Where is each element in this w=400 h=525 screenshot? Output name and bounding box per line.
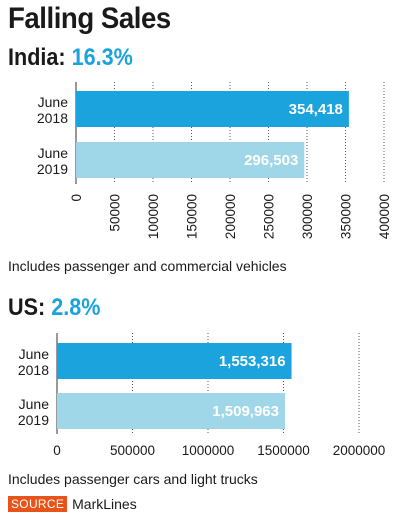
india-tick-label: 100000 — [146, 194, 161, 239]
india-tick-label: 0 — [69, 194, 84, 202]
india-tick-label: 200000 — [223, 194, 238, 239]
us-category-label: 2019 — [18, 412, 49, 428]
us-category-label: June — [19, 346, 50, 362]
india-panel-title: India: 16.3% — [8, 44, 133, 72]
page-title: Falling Sales — [8, 2, 171, 35]
india-tick-label: 150000 — [185, 194, 200, 239]
india-tick-label: 300000 — [300, 194, 315, 239]
india-category-label: June — [38, 145, 69, 161]
us-change-pct: 2.8% — [51, 294, 101, 321]
india-tick-label: 250000 — [262, 194, 277, 239]
india-change-pct: 16.3% — [71, 44, 133, 71]
india-chart-note: Includes passenger and commercial vehicl… — [8, 258, 287, 274]
us-tick-label: 500000 — [110, 443, 155, 458]
india-category-label: 2019 — [37, 161, 68, 177]
us-tick-label: 0 — [53, 443, 61, 458]
us-bar-value-label: 1,553,316 — [219, 353, 286, 370]
india-tick-label: 350000 — [339, 194, 354, 239]
us-bar-value-label: 1,509,963 — [212, 403, 279, 420]
us-bar — [57, 343, 292, 379]
us-tick-label: 2000000 — [333, 443, 386, 458]
us-tick-label: 1500000 — [257, 443, 310, 458]
us-bar — [57, 393, 286, 429]
us-category-label: June — [19, 396, 50, 412]
india-category-label: 2018 — [37, 110, 68, 126]
source-badge: SOURCE — [8, 496, 68, 512]
india-bar-value-label: 296,503 — [244, 152, 298, 169]
us-tick-label: 1000000 — [182, 443, 235, 458]
source-name: MarkLines — [72, 496, 137, 512]
india-bar — [76, 91, 349, 127]
us-region-label: US: — [8, 294, 46, 321]
india-bar — [76, 142, 305, 178]
india-region-label: India: — [8, 44, 66, 71]
us-panel-title: US: 2.8% — [8, 294, 100, 322]
us-category-label: 2018 — [18, 362, 49, 378]
india-tick-label: 400000 — [377, 194, 392, 239]
india-category-label: June — [38, 94, 69, 110]
us-chart-note: Includes passenger cars and light trucks — [8, 471, 258, 487]
india-bar-value-label: 354,418 — [289, 101, 343, 118]
india-tick-label: 50000 — [108, 194, 123, 232]
source-line: SOURCE MarkLines — [8, 496, 137, 512]
